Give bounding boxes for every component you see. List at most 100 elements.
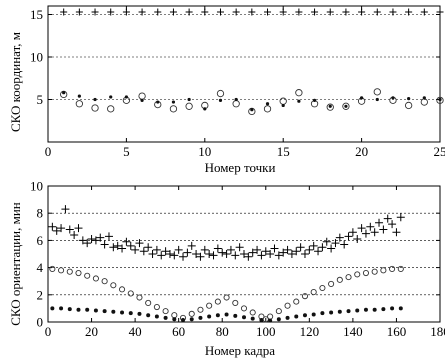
y-tick-label: 8	[37, 206, 44, 221]
data-point-plus	[405, 8, 412, 15]
data-point-dot	[235, 98, 238, 101]
y-tick-label: 2	[37, 287, 44, 302]
data-point-plus	[48, 223, 56, 231]
data-point-dot	[188, 98, 191, 101]
data-point-dot	[146, 313, 150, 317]
top-y-axis-label: СКО координат, м	[8, 32, 23, 132]
data-point-plus	[179, 253, 187, 261]
data-point-plus	[217, 8, 224, 15]
data-point-dot	[59, 306, 63, 310]
bottom-x-axis-label: Номер кадра	[205, 343, 275, 358]
data-point-plus	[201, 8, 208, 15]
y-tick-label: 10	[30, 50, 43, 65]
data-point-plus	[61, 205, 69, 213]
data-point-circle	[217, 90, 223, 96]
data-point-circle	[215, 299, 220, 304]
data-point-dot	[390, 306, 394, 310]
data-point-plus	[205, 250, 213, 258]
data-point-dot	[297, 100, 300, 103]
data-point-plus	[131, 246, 139, 254]
data-point-dot	[268, 319, 272, 323]
data-point-circle	[285, 303, 290, 308]
data-point-circle	[320, 285, 325, 290]
data-point-dot	[376, 98, 379, 101]
data-point-dot	[320, 311, 324, 315]
top-x-axis-label: Номер точки	[205, 160, 276, 175]
y-tick-label: 10	[30, 179, 43, 194]
data-point-circle	[268, 314, 273, 319]
data-point-circle	[374, 89, 380, 95]
data-point-plus	[231, 251, 239, 259]
data-point-dot	[251, 317, 255, 321]
data-point-dot	[423, 96, 426, 99]
data-point-plus	[144, 243, 152, 251]
data-point-plus	[223, 250, 231, 258]
data-point-circle	[186, 103, 192, 109]
data-point-dot	[266, 102, 269, 105]
x-tick-label: 40	[129, 324, 142, 339]
x-tick-label: 5	[123, 144, 130, 159]
x-tick-label: 60	[172, 324, 185, 339]
data-point-plus	[66, 226, 74, 234]
data-point-dot	[355, 308, 359, 312]
data-point-dot	[250, 108, 253, 111]
data-point-plus	[366, 223, 374, 231]
data-point-plus	[170, 8, 177, 15]
data-point-dot	[216, 313, 220, 317]
x-tick-label: 0	[45, 324, 52, 339]
data-point-circle	[128, 291, 133, 296]
data-point-dot	[381, 307, 385, 311]
data-point-circle	[346, 275, 351, 280]
x-tick-label: 120	[300, 324, 320, 339]
data-point-dot	[338, 310, 342, 314]
data-point-circle	[207, 303, 212, 308]
data-point-plus	[392, 228, 400, 236]
data-point-dot	[360, 96, 363, 99]
data-point-plus	[384, 215, 392, 223]
data-point-circle	[172, 313, 177, 318]
data-point-dot	[85, 308, 89, 312]
data-point-circle	[108, 106, 114, 112]
data-point-dot	[438, 98, 441, 101]
data-point-dot	[329, 105, 332, 108]
x-tick-label: 15	[277, 144, 290, 159]
data-point-plus	[353, 235, 361, 243]
data-point-plus	[345, 232, 353, 240]
x-tick-label: 180	[430, 324, 445, 339]
data-point-plus	[227, 246, 235, 254]
data-point-dot	[219, 99, 222, 102]
y-tick-label: 0	[37, 315, 44, 330]
data-point-circle	[296, 90, 302, 96]
data-point-circle	[264, 106, 270, 112]
data-point-dot	[120, 310, 124, 314]
data-point-plus	[349, 228, 357, 236]
data-point-dot	[103, 309, 107, 313]
data-point-dot	[111, 310, 115, 314]
data-point-plus	[327, 245, 335, 253]
data-point-dot	[125, 95, 128, 98]
data-point-plus	[362, 230, 370, 238]
data-point-plus	[340, 240, 348, 248]
data-point-dot	[207, 315, 211, 319]
data-point-plus	[358, 224, 366, 232]
data-point-circle	[311, 289, 316, 294]
data-point-plus	[157, 251, 165, 259]
data-point-circle	[198, 307, 203, 312]
data-point-circle	[372, 269, 377, 274]
data-point-dot	[140, 99, 143, 102]
data-point-dot	[164, 316, 168, 320]
x-tick-label: 20	[85, 324, 98, 339]
x-tick-label: 20	[355, 144, 368, 159]
data-point-plus	[301, 250, 309, 258]
data-point-dot	[203, 107, 206, 110]
data-point-dot	[391, 96, 394, 99]
x-tick-label: 140	[343, 324, 363, 339]
data-point-plus	[379, 226, 387, 234]
data-point-dot	[62, 91, 65, 94]
data-point-dot	[294, 315, 298, 319]
data-point-circle	[363, 270, 368, 275]
data-point-plus	[371, 228, 379, 236]
data-point-plus	[149, 250, 157, 258]
data-point-circle	[146, 300, 151, 305]
data-point-plus	[314, 247, 322, 255]
